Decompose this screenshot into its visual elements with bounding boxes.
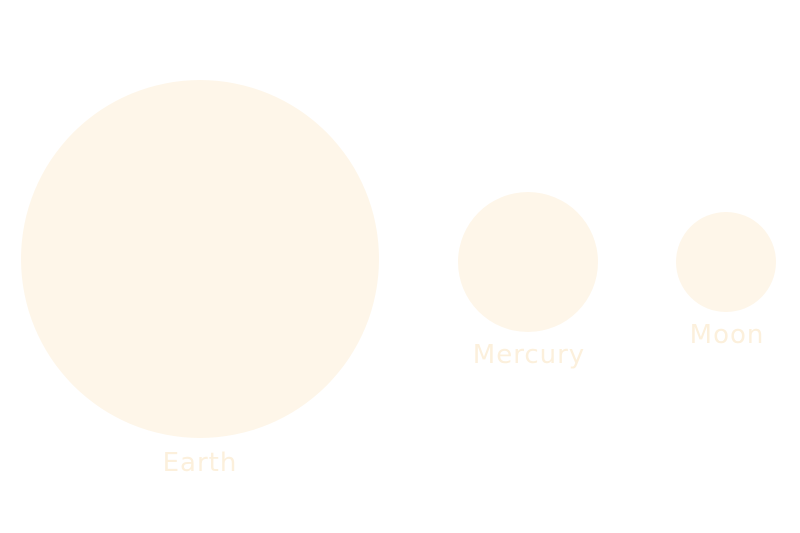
moon-circle <box>676 212 776 312</box>
earth-circle <box>21 80 379 438</box>
mercury-label: Mercury <box>472 340 586 370</box>
earth-label: Earth <box>162 448 238 478</box>
moon-label: Moon <box>689 320 765 350</box>
mercury-circle <box>458 192 598 332</box>
